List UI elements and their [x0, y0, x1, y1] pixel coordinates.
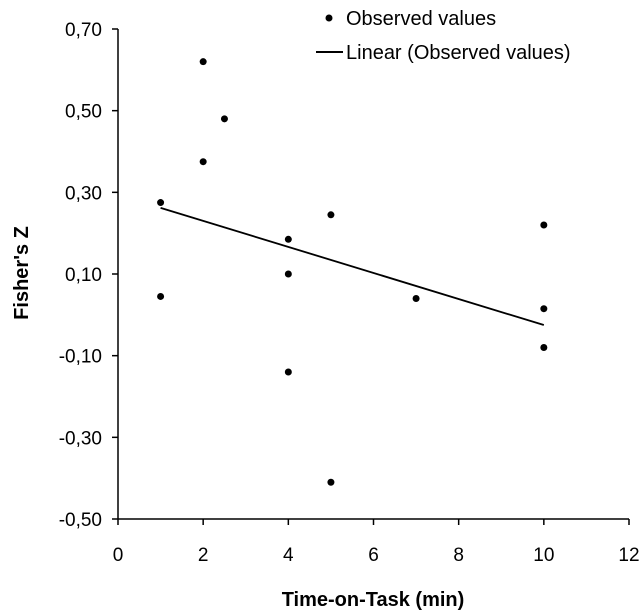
- x-tick-label: 10: [533, 545, 554, 566]
- y-tick-label: -0,30: [59, 428, 102, 449]
- x-tick-label: 0: [113, 545, 124, 566]
- data-point: [284, 368, 292, 376]
- trendline: [160, 206, 545, 326]
- data-point: [284, 270, 292, 278]
- x-axis: 0 2 4 6 8 10 12: [113, 518, 640, 566]
- data-point: [199, 158, 207, 166]
- x-tick-label: 8: [453, 545, 464, 566]
- data-point: [540, 221, 548, 229]
- data-point: [220, 115, 228, 123]
- data-point: [540, 305, 548, 313]
- data-point: [157, 199, 165, 207]
- data-point: [284, 235, 292, 243]
- legend-marker-observed: [325, 14, 333, 22]
- legend: Observed values Linear (Observed values): [316, 8, 571, 64]
- data-point: [199, 58, 207, 66]
- y-axis: 0,70 0,50 0,30 0,10 -0,10 -0,30 -0,50: [59, 20, 119, 531]
- y-tick-label: -0,50: [59, 510, 102, 531]
- y-tick-label: -0,10: [59, 347, 102, 368]
- y-tick-label: 0,70: [65, 20, 102, 41]
- data-point: [327, 478, 335, 486]
- y-tick-label: 0,10: [65, 265, 102, 286]
- x-tick-label: 4: [283, 545, 294, 566]
- y-tick-label: 0,50: [65, 102, 102, 123]
- data-point: [157, 292, 165, 300]
- x-tick-label: 2: [198, 545, 209, 566]
- data-points-layer: [157, 58, 548, 486]
- trendline-layer: [160, 206, 545, 326]
- data-point: [540, 344, 548, 351]
- x-axis-title: Time-on-Task (min): [282, 589, 465, 611]
- data-point: [412, 295, 420, 302]
- y-tick-label: 0,30: [65, 183, 102, 204]
- x-tick-label: 6: [368, 545, 379, 566]
- data-point: [327, 211, 335, 219]
- y-axis-title: Fisher's Z: [11, 226, 33, 320]
- legend-label-linear: Linear (Observed values): [346, 42, 571, 64]
- legend-label-observed: Observed values: [346, 8, 496, 30]
- x-tick-label: 12: [618, 545, 639, 566]
